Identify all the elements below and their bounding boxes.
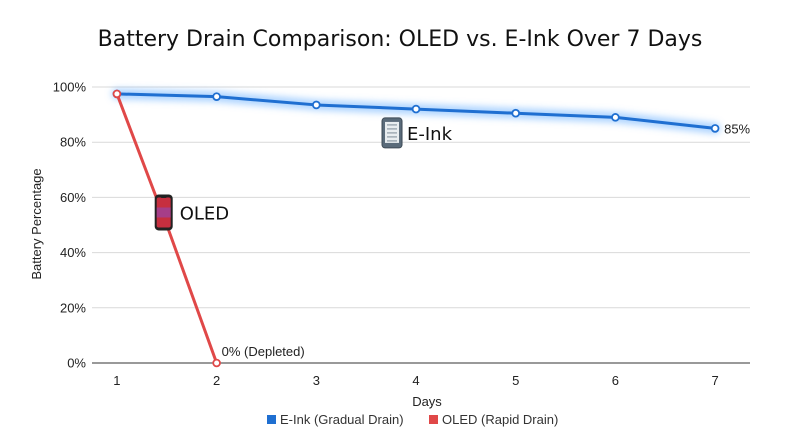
- e-ink-point: [611, 113, 620, 122]
- oled-point: [212, 358, 221, 368]
- x-tick-label: 6: [612, 373, 619, 388]
- y-tick-label: 20%: [60, 300, 86, 315]
- y-tick-label: 0%: [67, 356, 86, 371]
- e-ink-point: [511, 108, 521, 118]
- x-tick-label: 1: [113, 373, 120, 388]
- y-tick-label: 80%: [60, 135, 86, 150]
- series-tags: E-Ink OLED: [154, 117, 453, 231]
- axes: 0% 20% 40% 60% 80% 100% 1 2 3 4 5 6 7: [53, 80, 750, 388]
- x-tick-label: 7: [711, 373, 718, 388]
- x-tick-label: 2: [213, 373, 220, 388]
- oled-tag-label: OLED: [180, 203, 229, 224]
- e-ink-point: [710, 124, 720, 133]
- x-tick-label: 5: [512, 373, 519, 388]
- legend: E-Ink (Gradual Drain) OLED (Rapid Drain): [267, 412, 558, 427]
- x-axis-title: Days: [412, 394, 442, 409]
- e-ink-point: [312, 100, 321, 110]
- e-ink-tag-label: E-Ink: [407, 124, 453, 145]
- x-tick-label: 3: [313, 373, 320, 388]
- grid-lines: [92, 86, 750, 309]
- legend-label: E-Ink (Gradual Drain): [280, 412, 404, 427]
- y-tick-label: 60%: [60, 190, 86, 205]
- smartphone-icon: [154, 194, 173, 231]
- x-tick-label: 4: [412, 373, 419, 388]
- e-ink-end-annotation: 85%: [724, 121, 750, 136]
- legend-item: OLED (Rapid Drain): [429, 412, 558, 427]
- y-axis-title: Battery Percentage: [29, 168, 44, 279]
- e-ink-point: [212, 92, 221, 101]
- chart-title: Battery Drain Comparison: OLED vs. E-Ink…: [98, 27, 703, 52]
- e-ink-point: [411, 104, 421, 114]
- annotations: 85% 0% (Depleted): [222, 121, 751, 359]
- legend-item: E-Ink (Gradual Drain): [267, 412, 404, 427]
- legend-swatch: [429, 415, 438, 424]
- e-reader-icon: [381, 117, 403, 149]
- legend-label: OLED (Rapid Drain): [442, 412, 558, 427]
- y-tick-label: 40%: [60, 245, 86, 260]
- y-tick-label: 100%: [53, 80, 87, 95]
- legend-swatch: [267, 415, 276, 424]
- oled-depleted-annotation: 0% (Depleted): [222, 344, 305, 359]
- series-lines: [111, 88, 721, 368]
- oled-point: [112, 89, 122, 99]
